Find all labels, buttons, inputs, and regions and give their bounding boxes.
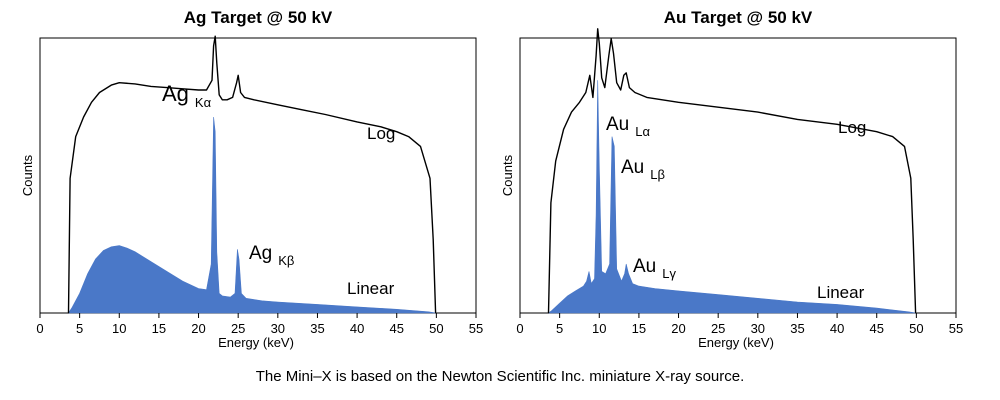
x-tick-label: 55	[469, 321, 483, 336]
chart-title: Ag Target @ 50 kV	[184, 8, 333, 27]
x-tick-label: 5	[556, 321, 563, 336]
series-linear-area	[547, 80, 917, 314]
chart-title: Au Target @ 50 kV	[664, 8, 813, 27]
x-tick-label: 20	[191, 321, 205, 336]
peak-annotation: Ag Kβ	[249, 243, 294, 268]
x-tick-label: 50	[909, 321, 923, 336]
x-tick-label: 35	[310, 321, 324, 336]
x-tick-label: 40	[350, 321, 364, 336]
x-axis-label: Energy (keV)	[698, 335, 774, 350]
x-tick-label: 15	[152, 321, 166, 336]
figure-caption: The Mini–X is based on the Newton Scient…	[255, 368, 745, 385]
peak-annotation: Log	[838, 118, 866, 137]
peak-annotation: Au Lβ	[621, 157, 665, 182]
series-log-line	[67, 35, 437, 314]
chart-panel-2: Au Target @ 50 kV 0 5 10 15 20 25 30 35 40 45 50 55 E…	[500, 8, 963, 350]
chart-panel-1: Ag Target @ 50 kV 0 5 10 15 20 25 30 35 40 45 50 55 E…	[20, 8, 483, 350]
series-linear-area	[67, 116, 437, 314]
series-log-line	[547, 28, 917, 314]
peak-annotation: Au Lγ	[633, 256, 676, 281]
x-axis-label: Energy (keV)	[218, 335, 294, 350]
x-tick-label: 35	[790, 321, 804, 336]
peak-annotation: Log	[367, 124, 395, 143]
x-tick-label: 40	[830, 321, 844, 336]
x-tick-label: 20	[671, 321, 685, 336]
x-tick-label: 0	[36, 321, 43, 336]
x-tick-label: 45	[389, 321, 403, 336]
x-tick-label: 30	[751, 321, 765, 336]
x-tick-label: 25	[231, 321, 245, 336]
peak-annotation: Au Lα	[606, 114, 650, 139]
x-tick-label: 50	[429, 321, 443, 336]
y-axis-label: Counts	[500, 154, 515, 196]
x-tick-label: 10	[112, 321, 126, 336]
x-tick-label: 0	[516, 321, 523, 336]
x-tick-label: 5	[76, 321, 83, 336]
x-tick-label: 45	[869, 321, 883, 336]
x-tick-label: 25	[711, 321, 725, 336]
x-tick-label: 55	[949, 321, 963, 336]
peak-annotation: Linear	[347, 279, 395, 298]
x-tick-label: 15	[632, 321, 646, 336]
y-axis-label: Counts	[20, 154, 35, 196]
x-tick-label: 30	[271, 321, 285, 336]
x-tick-label: 10	[592, 321, 606, 336]
plot-frame	[519, 37, 957, 314]
peak-annotation: Ag Kα	[162, 81, 212, 110]
peak-annotation: Linear	[817, 283, 865, 302]
